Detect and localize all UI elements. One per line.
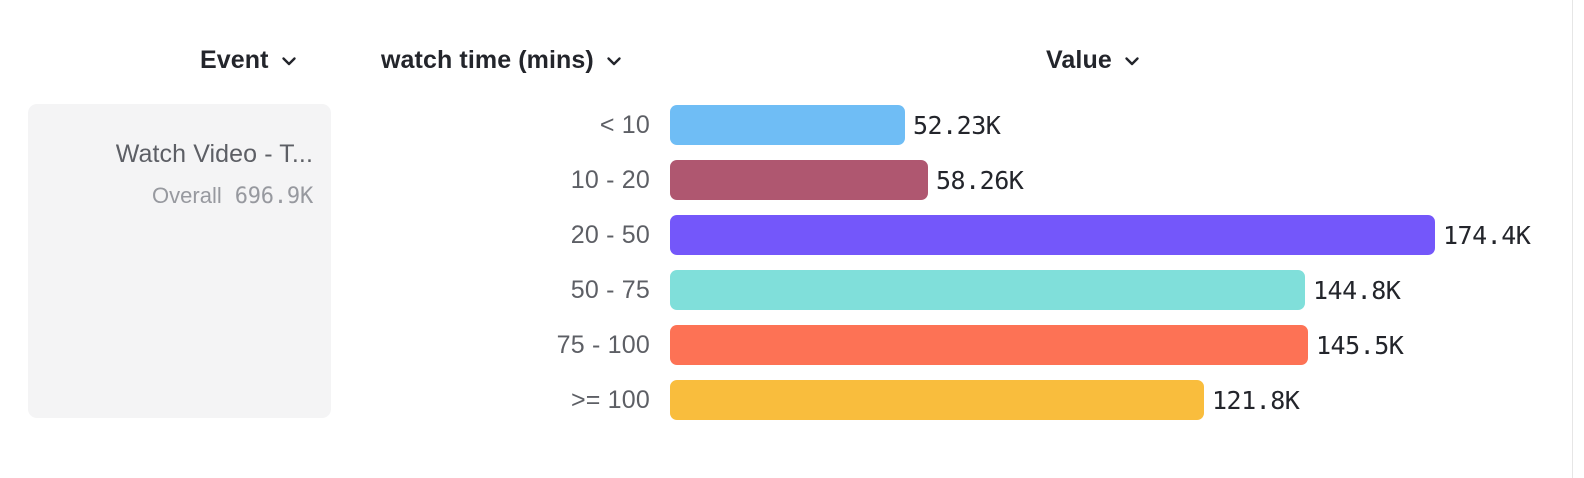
bar-value-label: 52.23K [913, 110, 1001, 140]
event-overall-label: Overall [152, 183, 222, 208]
bar-track: 121.8K [670, 380, 1300, 420]
bar-track: 174.4K [670, 215, 1531, 255]
bar-category-label: >= 100 [570, 385, 650, 414]
bar-value-label: 121.8K [1212, 385, 1300, 415]
bar-value-label: 58.26K [936, 165, 1024, 195]
bar-track: 52.23K [670, 105, 1001, 145]
bar-row[interactable]: 10 - 20 58.26K [0, 160, 1573, 200]
bar-fill[interactable] [670, 105, 905, 145]
bar-fill[interactable] [670, 380, 1204, 420]
bar-track: 145.5K [670, 325, 1404, 365]
event-summary-card[interactable]: Watch Video - T... Overall 696.9K [28, 104, 331, 418]
column-header-event[interactable]: Event [200, 46, 299, 75]
column-header-metric-label: watch time (mins) [381, 46, 594, 74]
bar-value-label: 144.8K [1313, 275, 1401, 305]
panel-right-gutter [1573, 0, 1584, 478]
column-header-event-label: Event [200, 46, 269, 74]
bar-category-label: 50 - 75 [570, 275, 650, 304]
bar-category-label: 10 - 20 [570, 165, 650, 194]
bar-value-label: 174.4K [1443, 220, 1531, 250]
bar-category-label: < 10 [599, 110, 650, 139]
column-header-row: Event watch time (mins) Value [0, 46, 1573, 90]
bar-row[interactable]: >= 100 121.8K [0, 380, 1573, 420]
chevron-down-icon[interactable] [279, 51, 299, 71]
event-overall-value: 696.9K [234, 184, 313, 209]
bar-track: 144.8K [670, 270, 1401, 310]
bar-row[interactable]: < 10 52.23K [0, 105, 1573, 145]
column-header-value[interactable]: Value [1046, 46, 1142, 75]
bar-fill[interactable] [670, 270, 1305, 310]
bar-category-label: 75 - 100 [556, 330, 650, 359]
chevron-down-icon[interactable] [1122, 51, 1142, 71]
column-header-value-label: Value [1046, 46, 1112, 74]
column-header-metric[interactable]: watch time (mins) [381, 46, 624, 75]
bar-fill[interactable] [670, 325, 1308, 365]
bar-track: 58.26K [670, 160, 1024, 200]
bar-fill[interactable] [670, 160, 928, 200]
horizontal-bar-chart: < 10 52.23K 10 - 20 58.26K 20 - 50 174.4K 50 -… [0, 104, 1573, 434]
bar-fill[interactable] [670, 215, 1435, 255]
event-overall: Overall 696.9K [152, 183, 313, 209]
bar-row[interactable]: 75 - 100 145.5K [0, 325, 1573, 365]
bar-row[interactable]: 50 - 75 144.8K [0, 270, 1573, 310]
bar-category-label: 20 - 50 [570, 220, 650, 249]
bar-value-label: 145.5K [1316, 330, 1404, 360]
bar-row[interactable]: 20 - 50 174.4K [0, 215, 1573, 255]
chevron-down-icon[interactable] [604, 51, 624, 71]
